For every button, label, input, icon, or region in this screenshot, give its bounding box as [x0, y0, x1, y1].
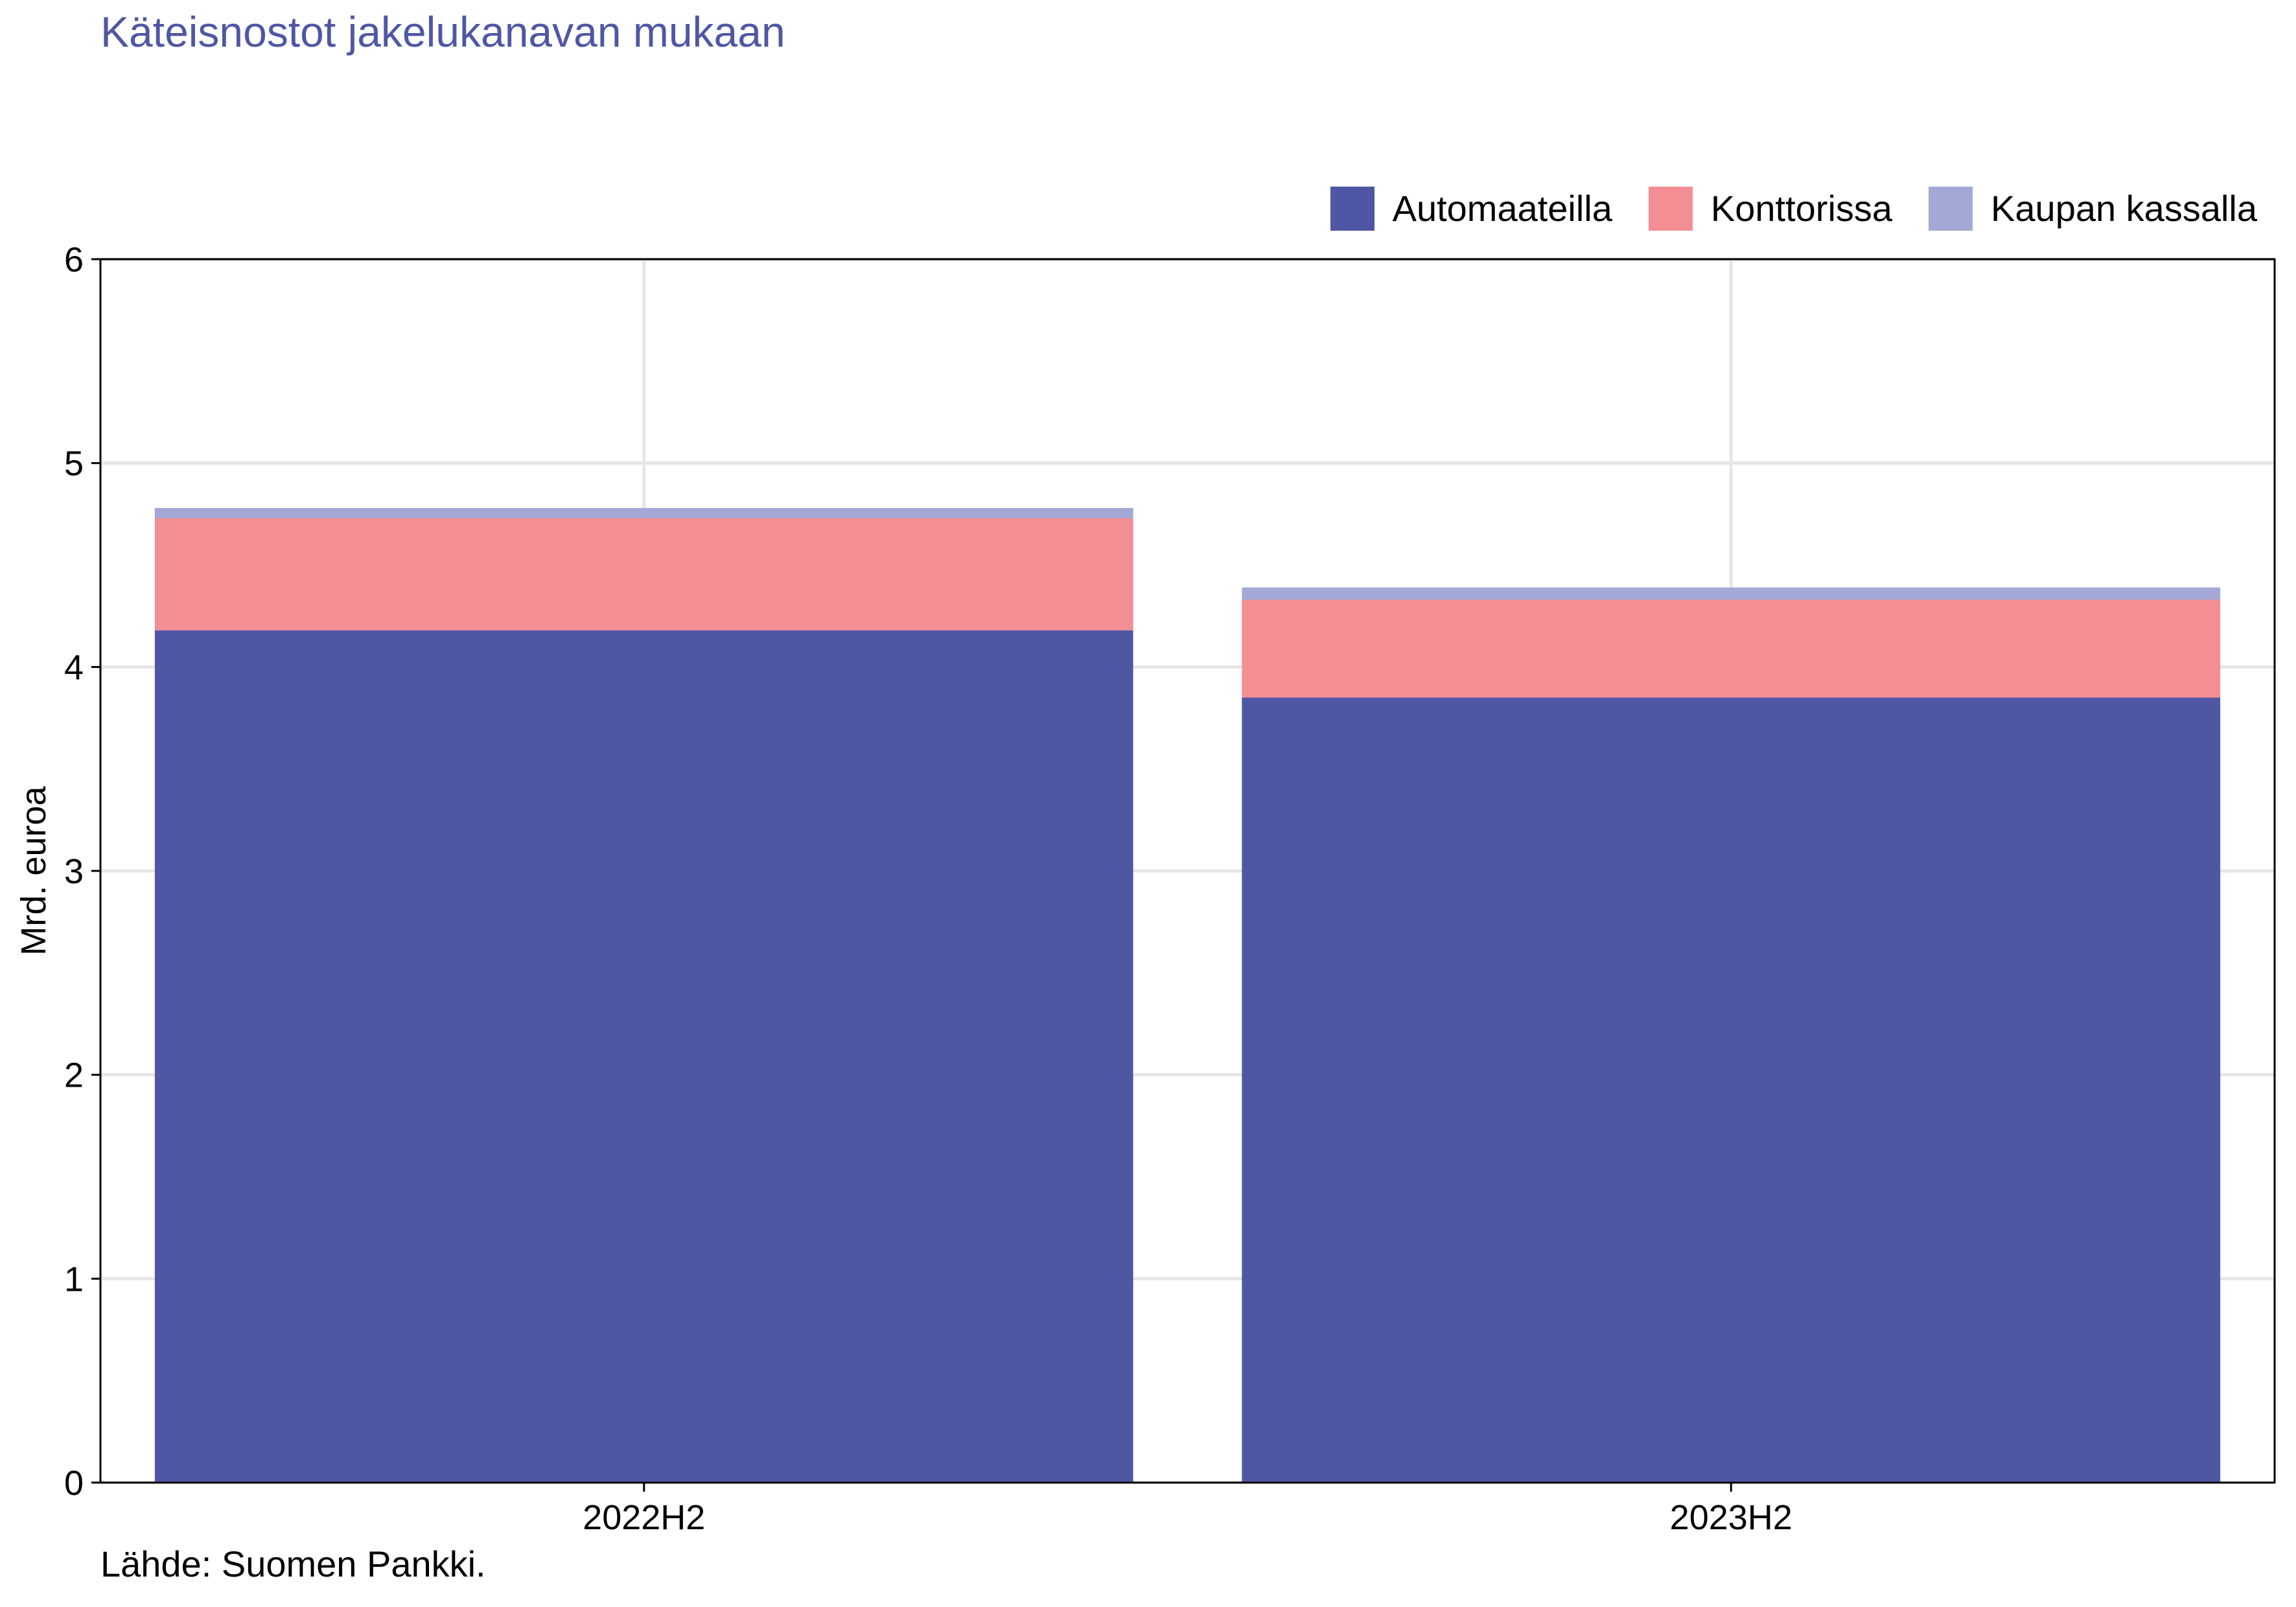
y-tick-label: 5 — [64, 445, 84, 483]
y-tick-label: 0 — [64, 1464, 84, 1503]
legend-label: Automaateilla — [1392, 188, 1612, 229]
bar-konttorissa-2023h2 — [1242, 599, 2221, 698]
legend-swatch-kaupan-kassalla — [1929, 187, 1973, 231]
source-note: Lähde: Suomen Pankki. — [100, 1543, 486, 1584]
bar-kaupan-kassalla-2023h2 — [1242, 587, 2221, 600]
y-tick-label: 6 — [64, 240, 84, 279]
x-tick-label: 2023H2 — [1670, 1498, 1792, 1537]
legend-swatch-konttorissa — [1648, 187, 1693, 231]
y-tick-label: 1 — [64, 1260, 84, 1299]
legend-swatch-automaateilla — [1330, 187, 1374, 231]
x-tick-label: 2022H2 — [583, 1498, 705, 1537]
legend-item-kaupan-kassalla: Kaupan kassalla — [1929, 187, 2257, 231]
chart-title: Käteisnostot jakelukanavan mukaan — [100, 8, 785, 56]
bar-automaateilla-2023h2 — [1242, 697, 2221, 1483]
y-tick-label: 3 — [64, 852, 84, 891]
legend-item-konttorissa: Konttorissa — [1648, 187, 1893, 231]
bar-kaupan-kassalla-2022h2 — [154, 507, 1133, 518]
legend-label: Kaupan kassalla — [1991, 188, 2257, 229]
y-tick-label: 4 — [64, 648, 84, 687]
legend: Automaateilla Konttorissa Kaupan kassall… — [1294, 187, 2257, 231]
bar-konttorissa-2022h2 — [154, 518, 1133, 630]
bar-automaateilla-2022h2 — [154, 630, 1133, 1483]
legend-label: Konttorissa — [1710, 188, 1893, 229]
y-tick-label: 2 — [64, 1056, 84, 1095]
y-axis-label: Mrd. euroa — [14, 785, 53, 955]
legend-item-automaateilla: Automaateilla — [1330, 187, 1612, 231]
